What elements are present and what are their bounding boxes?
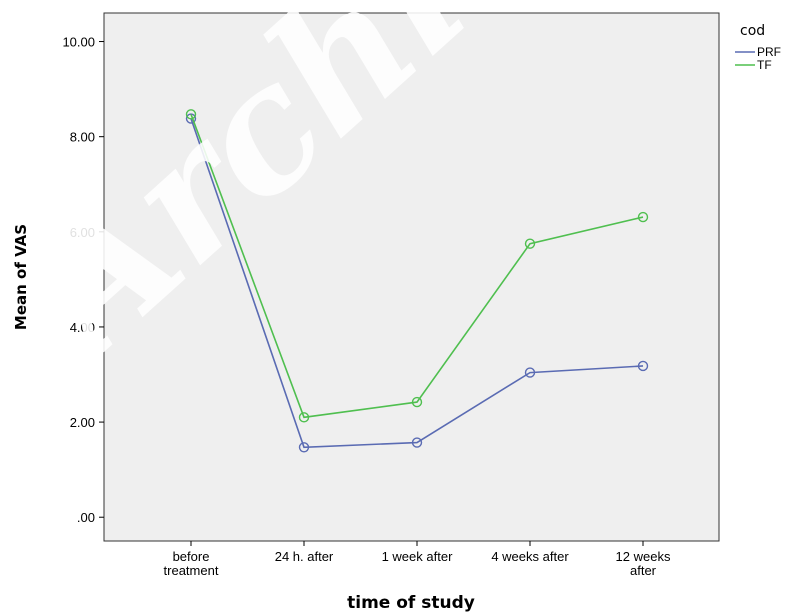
plot-background (103, 12, 720, 542)
data-point-tf (298, 412, 310, 423)
data-point-prf (524, 367, 536, 378)
x-axis-title: time of study (347, 593, 475, 613)
x-tick-label: before treatment (164, 549, 219, 578)
legend-label: PRF (757, 45, 781, 59)
x-tick-label: 1 week after (382, 549, 453, 564)
series-line-tf (190, 114, 644, 419)
data-point-prf (298, 442, 310, 453)
data-point-tf (411, 396, 423, 408)
legend-label: TF (757, 58, 772, 72)
data-point-tf (637, 211, 649, 223)
plot-area (103, 12, 720, 542)
y-tick-label: .00 (77, 510, 95, 525)
legend-title: cod (740, 23, 765, 39)
y-tick-label: 2.00 (70, 415, 95, 430)
y-tick-label: 10.00 (62, 35, 95, 50)
x-tick-label: 24 h. after (275, 549, 334, 564)
data-point-tf (185, 109, 197, 120)
data-point-prf (411, 437, 423, 448)
data-point-tf (524, 238, 536, 249)
x-tick-label: 12 weeks after (616, 549, 671, 578)
y-axis: .00 2.00 4.00 6.00 8.00 10.00 (62, 35, 104, 525)
data-point-prf (185, 113, 197, 124)
x-tick-label: 4 weeks after (491, 549, 569, 564)
x-axis: before treatment 24 h. after 1 week after 4 … (164, 541, 671, 578)
series-layer (185, 109, 649, 453)
y-tick-label: 4.00 (70, 320, 95, 335)
y-tick-label: 8.00 (70, 130, 95, 145)
y-tick-label: 6.00 (70, 225, 95, 240)
y-axis-title: Mean of VAS (12, 224, 30, 330)
data-point-prf (637, 360, 649, 372)
series-line-prf (190, 118, 644, 449)
